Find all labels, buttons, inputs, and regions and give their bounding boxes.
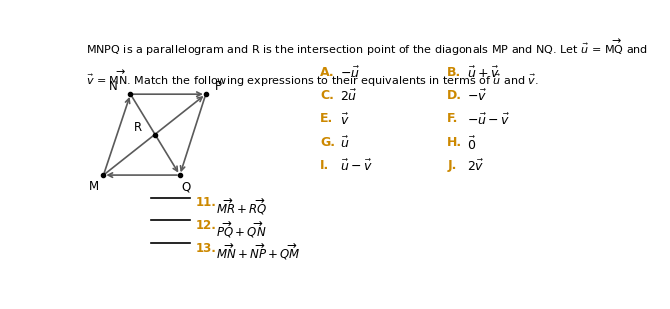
Text: $\vec{u}-\vec{v}$: $\vec{u}-\vec{v}$ — [340, 159, 373, 174]
Text: $-\vec{u}$: $-\vec{u}$ — [340, 66, 360, 81]
Text: N: N — [109, 80, 118, 93]
Text: M: M — [89, 180, 99, 193]
Text: G.: G. — [320, 136, 335, 149]
Text: C.: C. — [320, 89, 334, 102]
Text: $\overrightarrow{PQ}+\overrightarrow{QN}$: $\overrightarrow{PQ}+\overrightarrow{QN}… — [216, 219, 267, 240]
Text: B.: B. — [448, 66, 462, 78]
Text: $2\vec{u}$: $2\vec{u}$ — [340, 89, 357, 104]
Text: $\vec{0}$: $\vec{0}$ — [467, 136, 476, 153]
Text: $\overrightarrow{MR}+\overrightarrow{RQ}$: $\overrightarrow{MR}+\overrightarrow{RQ}… — [216, 197, 268, 217]
Text: $\vec{v}$ = $\overrightarrow{\mathsf{MN}}$. Match the following expressions to t: $\vec{v}$ = $\overrightarrow{\mathsf{MN}… — [86, 69, 539, 89]
Text: R: R — [134, 121, 142, 134]
Text: E.: E. — [320, 112, 333, 125]
Text: H.: H. — [448, 136, 462, 149]
Text: D.: D. — [448, 89, 462, 102]
Text: F.: F. — [448, 112, 458, 125]
Text: $\vec{v}$: $\vec{v}$ — [340, 112, 349, 128]
Text: 12.: 12. — [196, 219, 216, 232]
Text: $\vec{u}+\vec{v}$: $\vec{u}+\vec{v}$ — [467, 66, 500, 81]
Text: 11.: 11. — [196, 197, 216, 210]
Text: $\overrightarrow{MN}+\overrightarrow{NP}+\overrightarrow{QM}$: $\overrightarrow{MN}+\overrightarrow{NP}… — [216, 242, 301, 262]
Text: J.: J. — [448, 159, 456, 172]
Text: $\vec{u}$: $\vec{u}$ — [340, 136, 349, 151]
Text: P: P — [215, 80, 222, 93]
Text: Q: Q — [182, 180, 191, 193]
Text: I.: I. — [320, 159, 329, 172]
Text: A.: A. — [320, 66, 334, 78]
Text: $-\vec{v}$: $-\vec{v}$ — [467, 89, 487, 104]
Text: 13.: 13. — [196, 242, 216, 255]
Text: $2\vec{v}$: $2\vec{v}$ — [467, 159, 484, 174]
Text: $-\vec{u}-\vec{v}$: $-\vec{u}-\vec{v}$ — [467, 112, 511, 128]
Text: MNPQ is a parallelogram and R is the intersection point of the diagonals MP and : MNPQ is a parallelogram and R is the int… — [86, 38, 649, 58]
